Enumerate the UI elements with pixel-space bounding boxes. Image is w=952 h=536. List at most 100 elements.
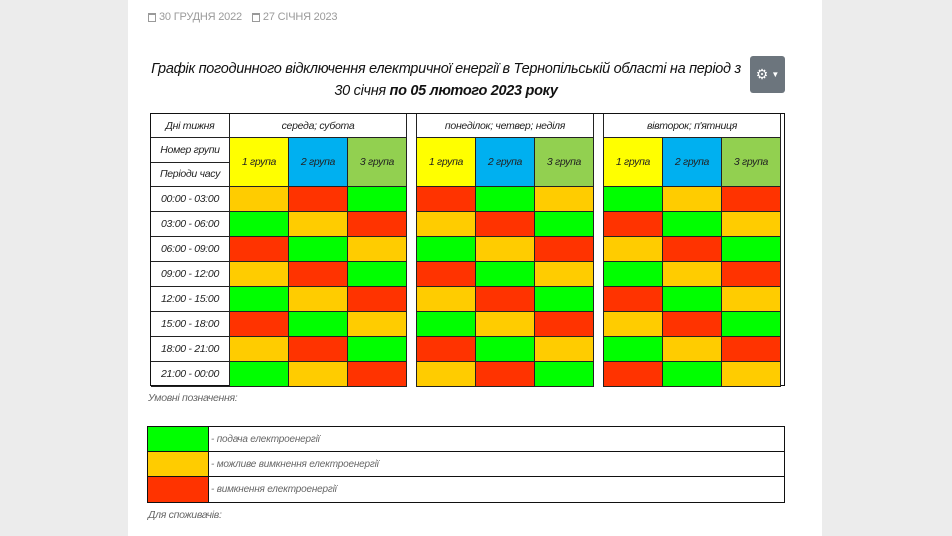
legend-table: - подача електроенергії - можливе вимкне… xyxy=(147,426,785,503)
status-cell-green xyxy=(663,212,722,237)
status-cell-green xyxy=(348,187,407,212)
status-cell-yellow xyxy=(348,312,407,337)
column-gap xyxy=(594,114,604,387)
caret-down-icon: ▼ xyxy=(771,70,780,79)
group-header: 2 група xyxy=(476,138,535,187)
time-period-cell: 18:00 - 21:00 xyxy=(151,337,230,362)
legend-text: - подача електроенергії xyxy=(211,433,320,445)
status-cell-yellow xyxy=(663,262,722,287)
group-header: 2 група xyxy=(663,138,722,187)
status-cell-green xyxy=(230,362,289,387)
block-header: середа; субота xyxy=(230,114,407,138)
status-cell-green xyxy=(722,312,781,337)
legend-swatch xyxy=(148,427,209,451)
row-labels-header: Номер групи Періоди часу xyxy=(151,138,230,187)
gear-icon: ⚙ xyxy=(755,66,769,82)
legend-text: - можливе вимкнення електроенергії xyxy=(211,458,379,470)
status-cell-red xyxy=(348,287,407,312)
status-cell-yellow xyxy=(722,212,781,237)
status-cell-yellow xyxy=(535,187,594,212)
status-cell-yellow xyxy=(417,287,476,312)
calendar-icon xyxy=(148,12,156,22)
status-cell-green xyxy=(476,262,535,287)
status-cell-red xyxy=(476,212,535,237)
status-cell-yellow xyxy=(476,237,535,262)
status-cell-yellow xyxy=(604,237,663,262)
status-cell-yellow xyxy=(289,362,348,387)
status-cell-yellow xyxy=(230,187,289,212)
status-cell-red xyxy=(348,212,407,237)
status-cell-green xyxy=(663,287,722,312)
status-cell-red xyxy=(417,337,476,362)
time-period-cell: 21:00 - 00:00 xyxy=(151,362,230,387)
status-cell-red xyxy=(230,312,289,337)
schedule-title: Графік погодинного відключення електричн… xyxy=(146,58,746,102)
time-period-cell: 12:00 - 15:00 xyxy=(151,287,230,312)
time-period-cell: 03:00 - 06:00 xyxy=(151,212,230,237)
status-cell-yellow xyxy=(604,312,663,337)
article-meta: 30 ГРУДНЯ 2022 27 СІЧНЯ 2023 xyxy=(148,11,338,23)
status-cell-red xyxy=(722,262,781,287)
consumers-label: Для споживачів: xyxy=(148,509,222,521)
status-cell-red xyxy=(417,187,476,212)
status-cell-red xyxy=(289,187,348,212)
time-period-cell: 00:00 - 03:00 xyxy=(151,187,230,212)
status-cell-red xyxy=(348,362,407,387)
status-cell-green xyxy=(722,237,781,262)
status-cell-red xyxy=(289,262,348,287)
status-cell-yellow xyxy=(417,212,476,237)
status-cell-yellow xyxy=(535,337,594,362)
legend-row: - подача електроенергії xyxy=(148,427,784,452)
legend-title: Умовні позначення: xyxy=(148,392,238,404)
status-cell-green xyxy=(230,212,289,237)
status-cell-red xyxy=(722,337,781,362)
time-period-cell: 06:00 - 09:00 xyxy=(151,237,230,262)
status-cell-yellow xyxy=(722,287,781,312)
updated-date-text: 27 СІЧНЯ 2023 xyxy=(262,11,338,23)
status-cell-green xyxy=(604,187,663,212)
legend-swatch xyxy=(148,477,209,502)
legend-swatch xyxy=(148,452,209,476)
group-header: 3 група xyxy=(348,138,407,187)
status-cell-green xyxy=(535,287,594,312)
time-period-label: Періоди часу xyxy=(151,161,229,187)
calendar-icon xyxy=(251,12,260,22)
status-cell-yellow xyxy=(663,187,722,212)
status-cell-green xyxy=(348,337,407,362)
status-cell-yellow xyxy=(722,362,781,387)
published-date-text: 30 ГРУДНЯ 2022 xyxy=(159,11,242,23)
status-cell-green xyxy=(417,237,476,262)
status-cell-green xyxy=(476,187,535,212)
status-cell-green xyxy=(230,287,289,312)
status-cell-yellow xyxy=(476,312,535,337)
legend-text: - вимкнення електроенергії xyxy=(211,484,337,495)
legend-row: - вимкнення електроенергії xyxy=(148,477,784,502)
settings-dropdown-button[interactable]: ⚙ ▼ xyxy=(750,56,785,93)
status-cell-red xyxy=(663,237,722,262)
status-cell-yellow xyxy=(348,237,407,262)
column-gap xyxy=(407,114,417,387)
status-cell-yellow xyxy=(289,212,348,237)
status-cell-yellow xyxy=(289,287,348,312)
status-cell-yellow xyxy=(535,262,594,287)
status-cell-red xyxy=(663,312,722,337)
group-header: 3 група xyxy=(722,138,781,187)
status-cell-green xyxy=(289,237,348,262)
group-number-label: Номер групи xyxy=(160,143,220,156)
status-cell-green xyxy=(348,262,407,287)
schedule-table: Дні тижня середа; субота понеділок; четв… xyxy=(150,113,785,387)
status-cell-yellow xyxy=(417,362,476,387)
group-header: 1 група xyxy=(417,138,476,187)
status-cell-green xyxy=(535,212,594,237)
time-period-cell: 15:00 - 18:00 xyxy=(151,312,230,337)
status-cell-red xyxy=(604,287,663,312)
title-normal: Графік погодинного відключення електричн… xyxy=(151,61,741,99)
status-cell-yellow xyxy=(230,262,289,287)
group-header: 2 група xyxy=(289,138,348,187)
published-date: 30 ГРУДНЯ 2022 xyxy=(148,11,242,23)
status-cell-red xyxy=(535,312,594,337)
days-header: Дні тижня xyxy=(151,114,230,138)
status-cell-green xyxy=(604,337,663,362)
status-cell-green xyxy=(417,312,476,337)
status-cell-red xyxy=(476,287,535,312)
